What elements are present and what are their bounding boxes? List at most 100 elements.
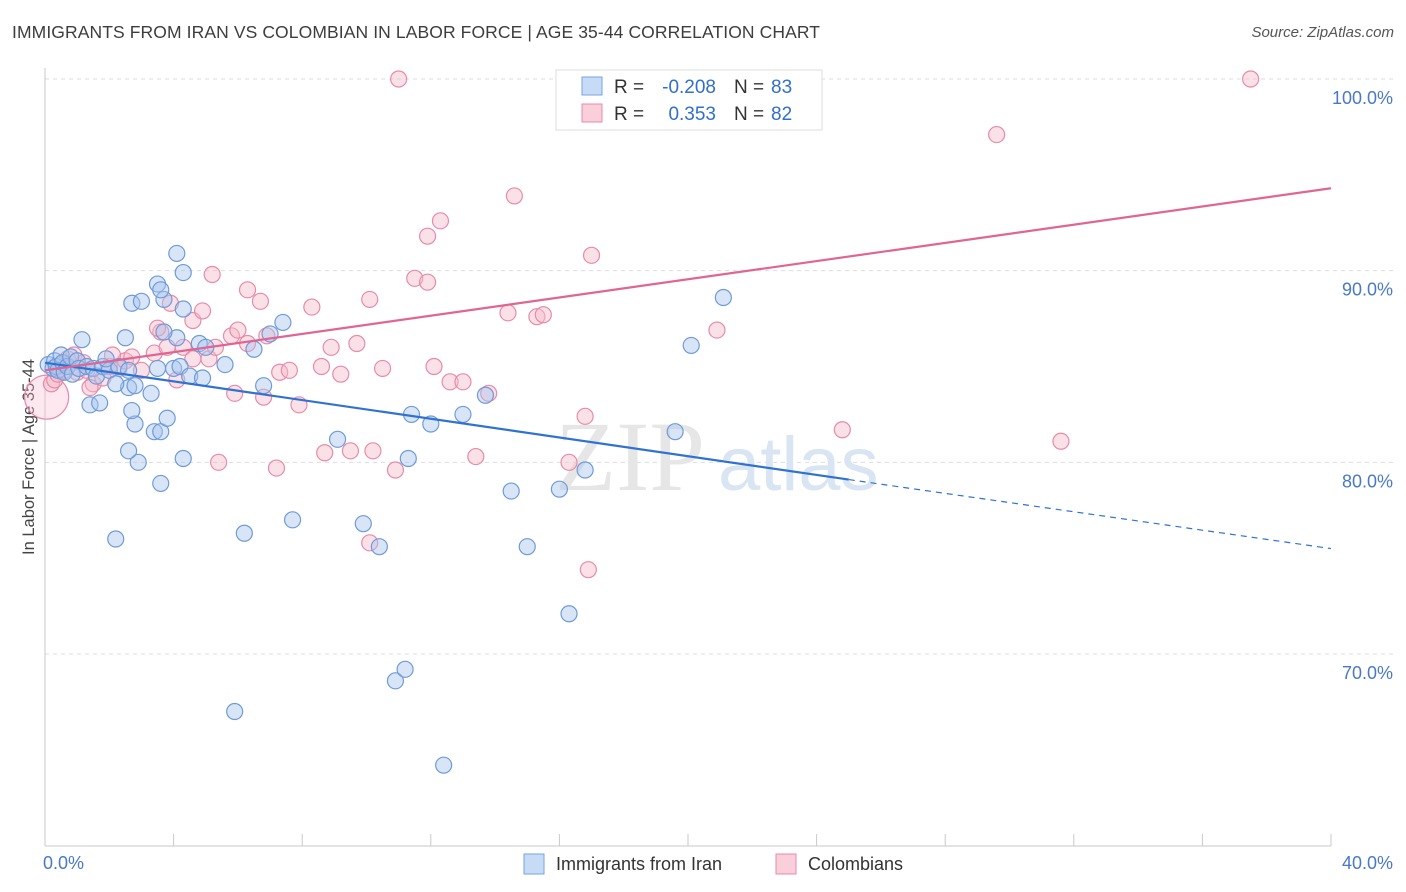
colombian-point-41 (373, 359, 392, 378)
iran-point-70 (502, 482, 520, 500)
colombian-point-77 (988, 125, 1006, 144)
colombian-point-30 (251, 292, 270, 310)
stats-box: R = -0.208 N = 83 R = 0.353 N = 82 (555, 69, 823, 131)
iran-point-27 (123, 401, 141, 420)
iran-points (39, 244, 732, 774)
iran-point-78 (226, 702, 244, 721)
stats-n-value-pink: 82 (771, 104, 792, 125)
iran-point-34 (148, 359, 167, 378)
colombian-point-0 (24, 374, 70, 420)
y-tick-label-90: 90.0% (1342, 280, 1393, 300)
stats-n-value-blue: 83 (771, 77, 792, 98)
colombian-point-37 (312, 357, 331, 376)
iran-trend-line-extension (848, 478, 1332, 550)
iran-point-32 (107, 375, 125, 393)
iran-point-69 (476, 386, 495, 404)
iran-point-23 (145, 423, 163, 441)
colombian-point-59 (267, 459, 286, 477)
colombian-point-75 (708, 321, 726, 339)
iran-point-76 (682, 336, 700, 355)
colombian-point-79 (1242, 70, 1260, 88)
y-axis-tick-labels: 70.0% 80.0% 90.0% 100.0% (1332, 88, 1393, 683)
colombian-point-55 (505, 187, 523, 205)
colombian-point-54 (431, 212, 450, 230)
iran-point-73 (560, 605, 578, 623)
stats-r-value-pink: 0.353 (668, 104, 716, 125)
iran-point-21 (91, 394, 109, 412)
iran-point-79 (386, 672, 405, 690)
colombian-point-24 (193, 302, 212, 320)
watermark-zip: ZIP (555, 401, 705, 512)
stats-r-label-pink: R = (614, 104, 644, 125)
colombian-point-61 (341, 442, 360, 460)
y-axis-title: In Labor Force | Age 35-44 (20, 359, 38, 555)
stats-n-label-pink: N = (734, 104, 764, 125)
colombian-point-36 (303, 298, 321, 316)
colombian-point-42 (386, 461, 405, 479)
iran-point-41 (174, 300, 192, 318)
iran-point-29 (97, 350, 115, 368)
iran-point-64 (328, 430, 347, 448)
iran-point-54 (152, 281, 170, 299)
colombian-point-45 (441, 373, 459, 391)
iran-point-60 (235, 524, 253, 542)
colombian-point-60 (316, 444, 334, 462)
y-tick-label-100: 100.0% (1332, 88, 1393, 108)
x-axis-ticks (44, 834, 1332, 846)
colombian-point-39 (332, 365, 350, 383)
iran-point-63 (370, 538, 388, 556)
colombian-point-46 (454, 373, 472, 391)
iran-point-48 (274, 313, 292, 332)
colombian-point-64 (467, 447, 485, 466)
iran-point-75 (666, 423, 684, 441)
colombian-point-65 (579, 561, 597, 579)
legend-swatch-colombians (775, 853, 797, 875)
iran-point-61 (283, 511, 302, 529)
colombian-point-58 (226, 384, 244, 402)
iran-point-31 (119, 378, 138, 397)
colombian-point-63 (364, 442, 382, 460)
colombian-point-52 (576, 407, 594, 425)
stats-r-label-blue: R = (614, 77, 644, 98)
iran-point-53 (132, 292, 151, 310)
colombian-point-71 (203, 265, 221, 284)
iran-point-40 (155, 323, 173, 341)
iran-point-26 (119, 442, 138, 460)
colombian-point-43 (406, 269, 424, 287)
iran-point-65 (399, 449, 417, 468)
iran-point-68 (454, 405, 472, 424)
iran-point-59 (107, 530, 125, 548)
stats-n-label-blue: N = (734, 77, 764, 98)
colombian-point-44 (425, 357, 443, 376)
iran-point-58 (152, 474, 170, 493)
iran-point-62 (354, 515, 372, 533)
colombian-trend-line (44, 187, 1332, 372)
colombian-point-57 (210, 453, 228, 471)
legend-label-iran: Immigrants from Iran (556, 854, 722, 874)
iran-point-50 (155, 290, 173, 309)
colombian-point-48 (499, 304, 517, 322)
legend-label-colombians: Colombians (808, 854, 903, 874)
y-tick-label-80: 80.0% (1342, 471, 1393, 491)
colombian-point-34 (280, 361, 298, 379)
legend: Immigrants from Iran Colombians (523, 853, 903, 875)
iran-point-13 (73, 331, 91, 349)
colombian-point-72 (238, 281, 257, 299)
source-label: Source: ZipAtlas.com (1251, 24, 1394, 41)
iran-point-55 (174, 263, 192, 282)
colombian-point-28 (229, 321, 247, 339)
colombian-point-53 (418, 227, 437, 245)
iran-point-28 (158, 409, 176, 427)
colombian-point-38 (322, 338, 340, 356)
iran-point-35 (142, 384, 160, 402)
colombian-point-62 (361, 534, 379, 552)
iran-point-25 (129, 453, 147, 471)
iran-point-81 (435, 756, 453, 774)
colombian-point-73 (348, 334, 366, 353)
iran-point-77 (714, 288, 732, 307)
iran-point-80 (396, 660, 414, 678)
iran-point-49 (255, 377, 273, 395)
iran-point-56 (168, 244, 186, 263)
colombian-point-74 (418, 273, 437, 291)
trend-lines (44, 187, 1332, 550)
